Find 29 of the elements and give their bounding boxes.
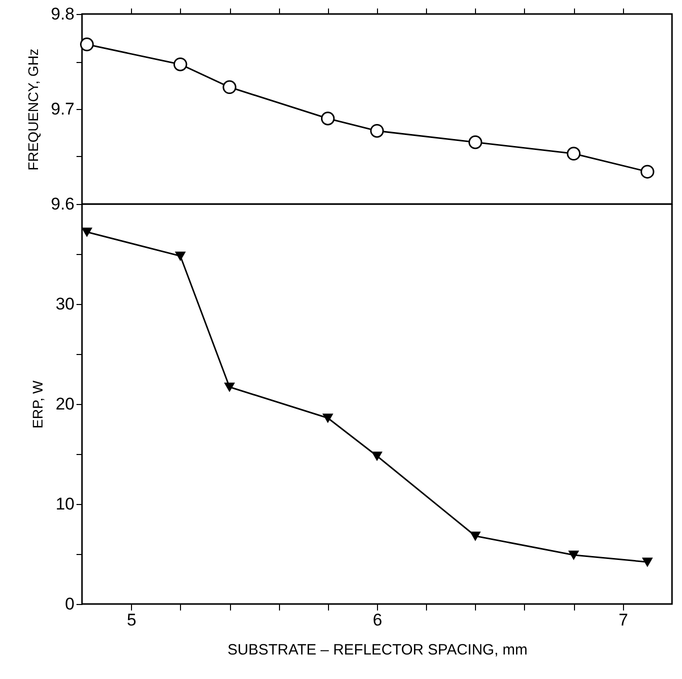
point [370,124,384,138]
point [224,382,234,392]
point [175,252,186,260]
point [568,550,579,560]
y-tick-label: 9.8 [50,4,74,24]
point [566,146,581,161]
point [82,228,92,236]
point [642,558,652,566]
x-axis-title: SUBSTRATE – REFLECTOR SPACING, mm [227,642,528,658]
point [640,164,654,179]
x-tick-label: 6 [372,610,382,630]
point [468,135,482,150]
point [320,112,335,126]
y-tick-label: 20 [56,394,74,414]
y-tick-label: 10 [56,494,74,514]
y-axis-title: ERP, W [30,380,46,428]
point [222,80,236,94]
y-axis-title: FREQUENCY, GHz [24,48,41,170]
y-tick-label: 0 [65,594,74,614]
x-tick-label: 7 [618,610,628,630]
point [173,57,188,72]
point [372,452,382,460]
y-tick-label: 9.6 [50,194,74,214]
point [470,532,480,540]
y-tick-label: 30 [56,294,74,314]
x-tick-label: 5 [126,610,136,630]
y-tick-label: 9.7 [50,100,74,118]
point [80,38,94,52]
point [322,414,333,422]
